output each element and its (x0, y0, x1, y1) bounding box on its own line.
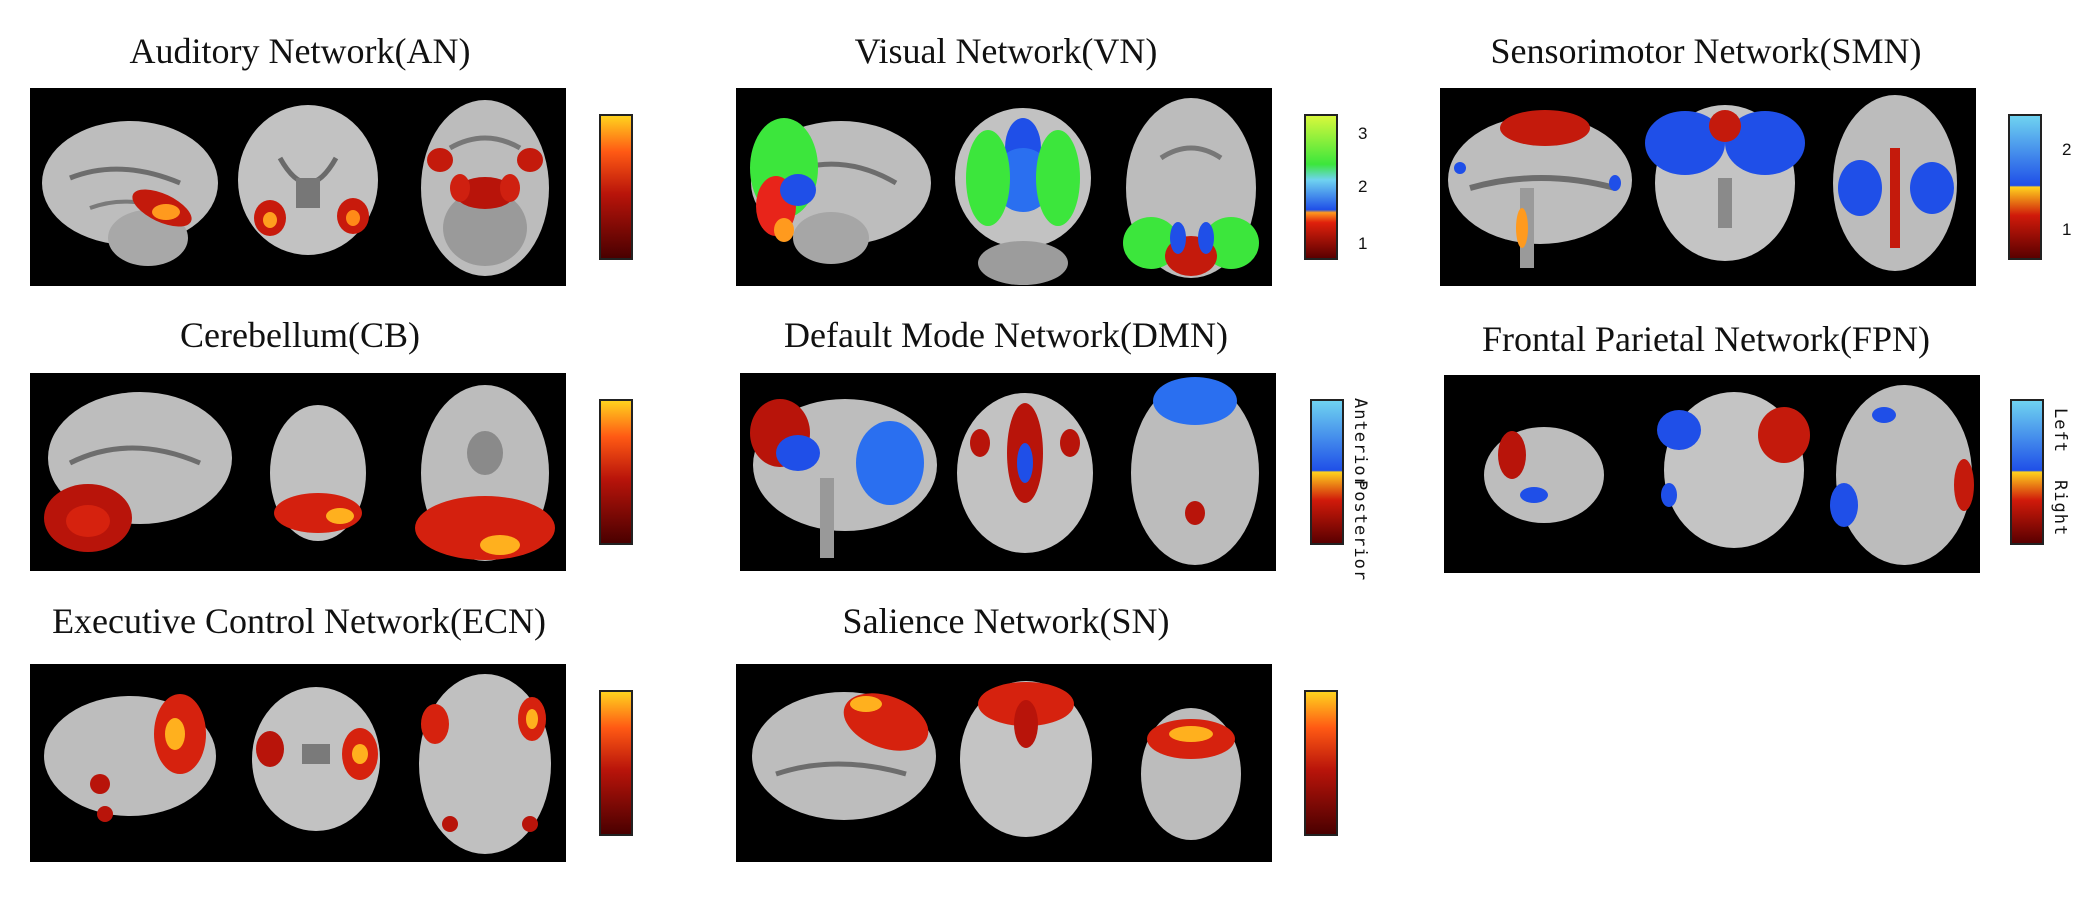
panel-title-sn: Salience Network(SN) (842, 601, 1170, 641)
colorbar-label-left: Left (2050, 408, 2070, 453)
colorbar-tick: 2 (2062, 140, 2072, 159)
brain-slices-vn (736, 88, 1272, 286)
sagittal-slice (44, 694, 216, 822)
colorbar-sn (1304, 690, 1338, 836)
colorbar-ecn (599, 690, 633, 836)
axial-slice (1833, 95, 1957, 271)
brain-slices-dmn (740, 373, 1276, 571)
sagittal-slice (44, 392, 232, 552)
panel-title-cb: Cerebellum(CB) (180, 315, 420, 355)
brain-slices-smn (1440, 88, 1976, 286)
axial-slice (957, 393, 1093, 553)
coronal-slice (1123, 98, 1259, 278)
colorbar-label-posterior: Posterior (1350, 480, 1370, 582)
brain-slices-an (30, 88, 566, 286)
colorbar-dmn (1310, 399, 1344, 545)
colorbar-vn (1304, 114, 1338, 260)
panel-title-ecn: Executive Control Network(ECN) (52, 601, 546, 641)
brain-slices-ecn (30, 664, 566, 862)
coronal-slice (960, 681, 1092, 837)
brain-slices-cb (30, 373, 566, 571)
coronal-slice (1131, 377, 1259, 565)
coronal-slice (1657, 392, 1810, 548)
panel-title-dmn: Default Mode Network(DMN) (784, 315, 1228, 355)
panel-title-fpn: Frontal Parietal Network(FPN) (1482, 319, 1930, 359)
axial-slice (955, 108, 1091, 285)
coronal-slice (252, 687, 380, 831)
sagittal-slice (752, 692, 936, 820)
axial-slice (421, 100, 549, 276)
axial-slice (1141, 708, 1241, 840)
colorbar-tick: 1 (2062, 220, 2072, 239)
coronal-slice (1645, 105, 1805, 261)
panel-title-an: Auditory Network(AN) (129, 31, 471, 71)
panel-title-vn: Visual Network(VN) (854, 31, 1158, 71)
panel-title-smn: Sensorimotor Network(SMN) (1490, 31, 1922, 71)
brain-slices-fpn (1444, 375, 1980, 573)
coronal-slice (238, 105, 378, 255)
sagittal-slice (750, 399, 937, 558)
axial-slice (419, 674, 551, 854)
axial-slice (1830, 385, 1974, 565)
sagittal-slice (1484, 427, 1604, 523)
coronal-slice (270, 405, 366, 541)
brain-slices-sn (736, 664, 1272, 862)
colorbar-cb (599, 399, 633, 545)
colorbar-smn (2008, 114, 2042, 260)
sagittal-slice (42, 121, 218, 266)
colorbar-tick: 2 (1358, 177, 1368, 196)
colorbar-tick: 1 (1358, 234, 1368, 253)
colorbar-an (599, 114, 633, 260)
sagittal-slice (750, 118, 931, 264)
axial-slice (415, 385, 555, 561)
colorbar-label-anterior: Anterior (1350, 398, 1370, 488)
colorbar-fpn (2010, 399, 2044, 545)
sagittal-slice (1448, 110, 1632, 268)
colorbar-tick: 3 (1358, 124, 1368, 143)
colorbar-label-right: Right (2050, 480, 2070, 537)
